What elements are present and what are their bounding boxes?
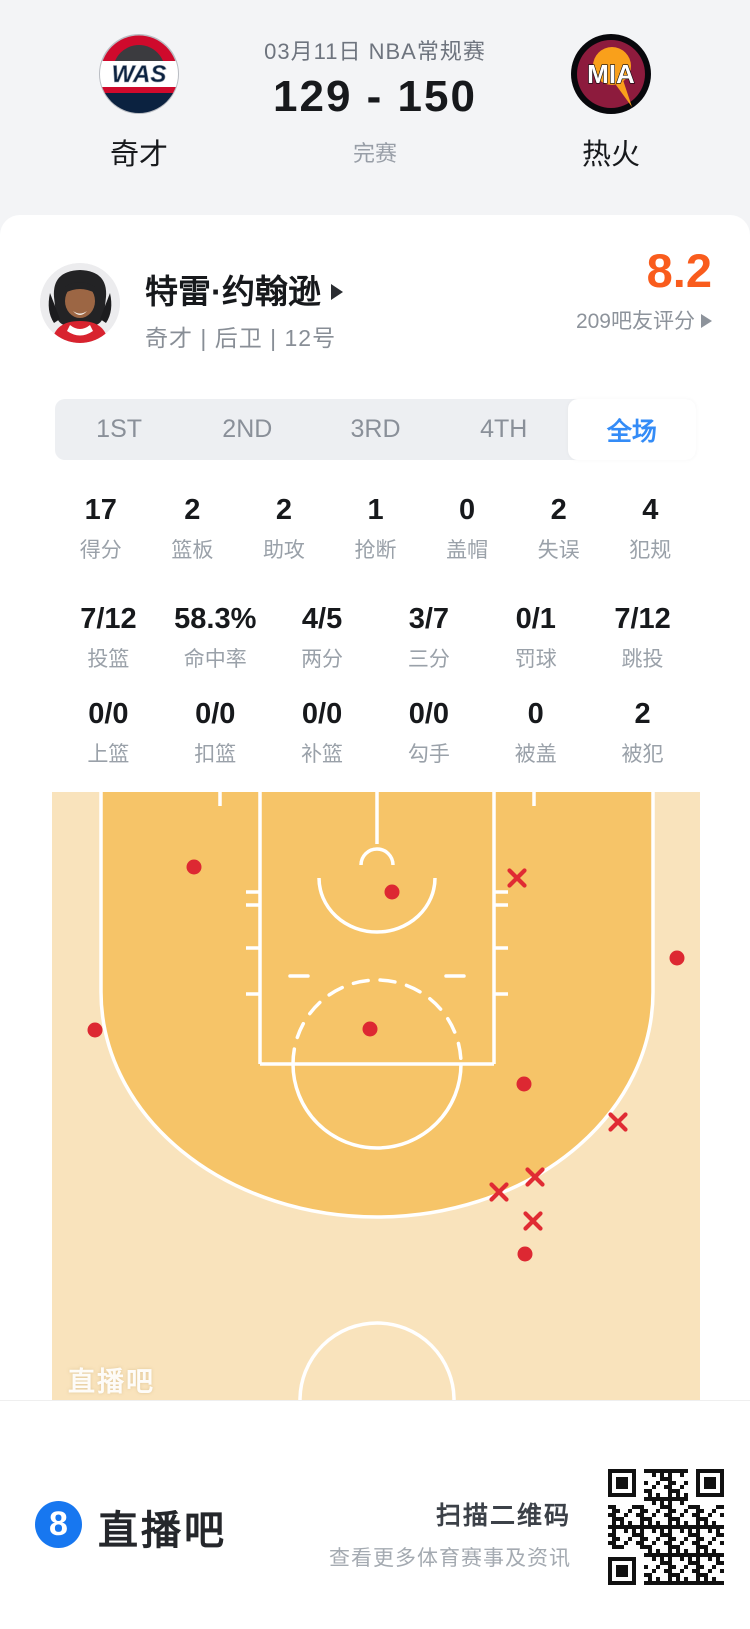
made-shot-marker <box>186 859 202 875</box>
stat-row-basic: 17 得分 2 篮板 2 助攻 1 抢断 0 盖帽 2 失误 4 犯规 <box>55 493 696 564</box>
tab-3rd[interactable]: 3RD <box>350 415 401 443</box>
game-date-label: 03月11日 NBA常规赛 <box>264 39 486 64</box>
game-status: 完赛 <box>352 141 397 166</box>
stat-cell: 0 被盖 <box>514 698 557 766</box>
stat-cell: 0 盖帽 <box>446 494 489 562</box>
player-card: 特雷·约翰逊 奇才 | 后卫 | 12号 8.2 209吧友评分 1ST 2ND 3… <box>0 215 750 1401</box>
scan-hint: 扫描二维码 查看更多体育赛事及资讯 <box>329 1496 571 1572</box>
made-shot-marker <box>362 1021 378 1037</box>
missed-shot-marker <box>608 1112 628 1132</box>
player-rating[interactable]: 8.2 209吧友评分 <box>576 245 712 335</box>
scan-title: 扫描二维码 <box>435 1502 571 1530</box>
shot-chart-court <box>52 792 700 1401</box>
zhibo8-logo-icon: 8 <box>35 1501 82 1548</box>
svg-text:WAS: WAS <box>112 61 167 88</box>
player-avatar[interactable] <box>40 263 120 343</box>
stat-row-shooting: 7/12 投篮 58.3% 命中率 4/5 两分 3/7 三分 0/1 罚球 7/12 跳投 <box>55 602 696 673</box>
scan-subtitle: 查看更多体育赛事及资讯 <box>329 1547 571 1570</box>
missed-shot-marker <box>489 1182 509 1202</box>
player-detail-arrow-icon <box>331 284 343 300</box>
stat-cell: 2 助攻 <box>262 494 305 562</box>
stat-cell: 7/12 跳投 <box>614 603 671 671</box>
player-meta: 奇才 | 后卫 | 12号 <box>145 325 337 351</box>
stat-cell: 0/0 补篮 <box>301 698 344 766</box>
stat-cell: 0/0 勾手 <box>407 698 450 766</box>
heat-logo-icon[interactable]: MIA <box>570 33 652 115</box>
stat-cell: 17 得分 <box>79 494 122 562</box>
player-name[interactable]: 特雷·约翰逊 <box>145 265 343 313</box>
stat-cell: 58.3% 命中率 <box>174 603 257 671</box>
stat-cell: 4 犯规 <box>629 494 672 562</box>
tab-1st[interactable]: 1ST <box>96 415 143 443</box>
missed-shot-marker <box>507 868 527 888</box>
tab-2nd[interactable]: 2ND <box>222 415 273 443</box>
stat-cell: 0/0 扣篮 <box>194 698 237 766</box>
wizards-logo-icon[interactable]: WAS <box>98 33 180 115</box>
stat-cell: 3/7 三分 <box>407 603 450 671</box>
stat-row-detail: 0/0 上篮 0/0 扣篮 0/0 补篮 0/0 勾手 0 被盖 2 被犯 <box>55 697 696 768</box>
svg-text:MIA: MIA <box>587 59 635 89</box>
stat-cell: 2 被犯 <box>621 698 664 766</box>
home-team-name[interactable]: 奇才 <box>109 139 168 171</box>
quarter-tabbar: 1ST 2ND 3RD 4TH 全场 <box>55 399 697 460</box>
made-shot-marker <box>517 1246 533 1262</box>
app-footer: 8 直播吧 扫描二维码 查看更多体育赛事及资讯 <box>0 1400 750 1629</box>
stat-cell: 1 抢断 <box>354 494 397 562</box>
made-shot-marker <box>384 884 400 900</box>
scoreboard-header: 03月11日 NBA常规赛 129 - 150 完赛 WAS <box>0 0 750 215</box>
made-shot-marker <box>87 1022 103 1038</box>
shot-markers <box>87 859 685 1262</box>
made-shot-marker <box>669 950 685 966</box>
tab-4th[interactable]: 4TH <box>480 415 528 443</box>
missed-shot-marker <box>525 1167 545 1187</box>
rating-value: 8.2 <box>646 244 712 297</box>
stat-cell: 0/1 罚球 <box>514 603 557 671</box>
missed-shot-marker <box>523 1211 543 1231</box>
rating-arrow-icon <box>701 314 712 328</box>
zhibo8-brand-name: 直播吧 <box>98 1509 227 1553</box>
qr-code <box>608 1469 724 1585</box>
stat-cell: 0/0 上篮 <box>87 698 130 766</box>
game-score: 129 - 150 <box>273 72 477 121</box>
stat-cell: 2 失误 <box>537 494 580 562</box>
court-watermark: 直播吧 <box>68 1367 155 1397</box>
tab-全场[interactable]: 全场 <box>567 399 697 460</box>
stat-cell: 4/5 两分 <box>301 603 344 671</box>
made-shot-marker <box>516 1076 532 1092</box>
away-team-name[interactable]: 热火 <box>581 139 640 171</box>
rating-votes[interactable]: 209吧友评分 <box>576 305 712 335</box>
stat-cell: 2 篮板 <box>171 494 214 562</box>
stat-cell: 7/12 投篮 <box>80 603 137 671</box>
